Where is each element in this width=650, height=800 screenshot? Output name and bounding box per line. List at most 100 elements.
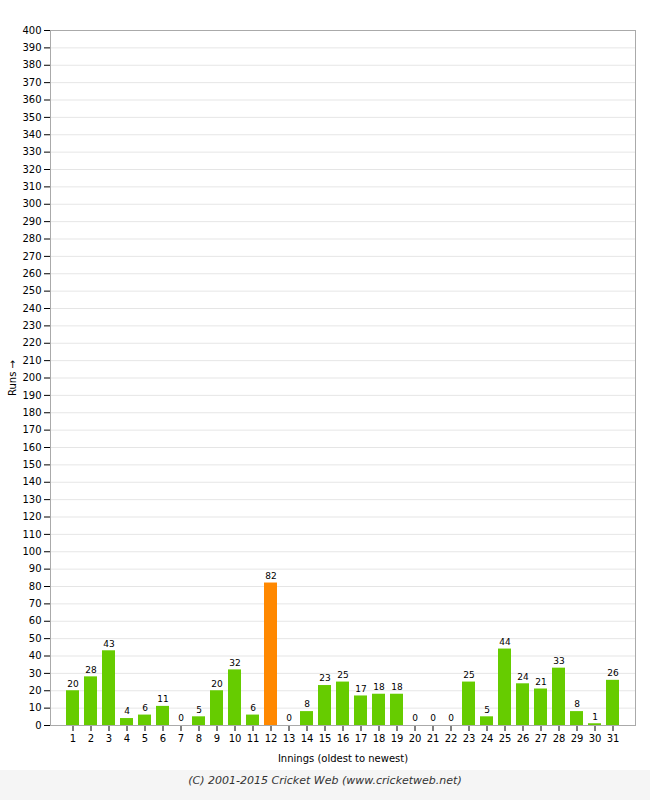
svg-text:140: 140	[22, 476, 41, 487]
svg-text:0: 0	[178, 713, 184, 723]
svg-text:5: 5	[196, 705, 202, 715]
svg-text:33: 33	[553, 656, 564, 666]
svg-text:24: 24	[517, 672, 529, 682]
svg-text:40: 40	[29, 650, 42, 661]
svg-text:20: 20	[409, 733, 422, 744]
svg-text:8: 8	[196, 733, 202, 744]
svg-text:12: 12	[265, 733, 278, 744]
svg-text:9: 9	[214, 733, 220, 744]
svg-text:280: 280	[22, 233, 41, 244]
svg-text:19: 19	[391, 733, 404, 744]
svg-text:260: 260	[22, 268, 41, 279]
svg-text:32: 32	[229, 658, 240, 668]
svg-text:28: 28	[85, 665, 97, 675]
svg-text:6: 6	[250, 703, 256, 713]
svg-text:17: 17	[355, 733, 368, 744]
svg-text:340: 340	[22, 129, 41, 140]
svg-text:20: 20	[211, 679, 223, 689]
svg-text:6: 6	[160, 733, 166, 744]
svg-text:240: 240	[22, 303, 41, 314]
svg-text:190: 190	[22, 390, 41, 401]
svg-text:320: 320	[22, 164, 41, 175]
svg-text:180: 180	[22, 407, 41, 418]
svg-text:200: 200	[22, 372, 41, 383]
svg-text:220: 220	[22, 337, 41, 348]
svg-text:0: 0	[412, 713, 418, 723]
svg-text:0: 0	[286, 713, 292, 723]
svg-text:1: 1	[592, 712, 598, 722]
svg-text:11: 11	[157, 694, 168, 704]
svg-text:380: 380	[22, 59, 41, 70]
svg-text:0: 0	[430, 713, 436, 723]
svg-text:290: 290	[22, 216, 41, 227]
svg-text:160: 160	[22, 442, 41, 453]
svg-text:1: 1	[70, 733, 76, 744]
svg-text:17: 17	[355, 684, 366, 694]
svg-text:0: 0	[35, 720, 41, 731]
svg-text:15: 15	[319, 733, 332, 744]
svg-text:370: 370	[22, 77, 41, 88]
svg-text:5: 5	[484, 705, 490, 715]
svg-text:360: 360	[22, 94, 41, 105]
svg-text:70: 70	[29, 598, 42, 609]
svg-text:43: 43	[103, 639, 114, 649]
svg-text:250: 250	[22, 285, 41, 296]
svg-text:80: 80	[29, 581, 42, 592]
svg-text:13: 13	[283, 733, 296, 744]
svg-text:90: 90	[29, 563, 42, 574]
svg-text:26: 26	[517, 733, 530, 744]
svg-text:Innings (oldest to newest): Innings (oldest to newest)	[278, 753, 408, 764]
svg-text:10: 10	[229, 733, 242, 744]
svg-text:230: 230	[22, 320, 41, 331]
svg-text:27: 27	[535, 733, 548, 744]
svg-text:25: 25	[463, 670, 474, 680]
svg-text:11: 11	[247, 733, 260, 744]
svg-text:120: 120	[22, 511, 41, 522]
svg-text:14: 14	[301, 733, 314, 744]
svg-text:8: 8	[304, 699, 310, 709]
svg-text:4: 4	[124, 706, 130, 716]
svg-text:150: 150	[22, 459, 41, 470]
svg-text:18: 18	[373, 733, 386, 744]
svg-text:330: 330	[22, 146, 41, 157]
svg-text:25: 25	[337, 670, 348, 680]
svg-text:23: 23	[319, 673, 330, 683]
svg-text:2: 2	[88, 733, 94, 744]
svg-text:21: 21	[535, 677, 546, 687]
svg-text:44: 44	[499, 637, 511, 647]
svg-text:16: 16	[337, 733, 350, 744]
svg-text:110: 110	[22, 529, 41, 540]
svg-text:30: 30	[589, 733, 602, 744]
svg-text:24: 24	[481, 733, 494, 744]
svg-text:20: 20	[29, 685, 42, 696]
svg-text:0: 0	[448, 713, 454, 723]
svg-text:30: 30	[29, 668, 42, 679]
svg-text:130: 130	[22, 494, 41, 505]
svg-text:18: 18	[373, 682, 385, 692]
svg-text:210: 210	[22, 355, 41, 366]
svg-text:25: 25	[499, 733, 512, 744]
svg-text:50: 50	[29, 633, 42, 644]
svg-text:350: 350	[22, 112, 41, 123]
svg-text:7: 7	[178, 733, 184, 744]
svg-text:310: 310	[22, 181, 41, 192]
svg-text:23: 23	[463, 733, 476, 744]
svg-text:270: 270	[22, 251, 41, 262]
svg-text:31: 31	[607, 733, 620, 744]
svg-text:390: 390	[22, 42, 41, 53]
svg-text:21: 21	[427, 733, 440, 744]
svg-text:22: 22	[445, 733, 458, 744]
svg-text:20: 20	[67, 679, 79, 689]
svg-text:400: 400	[22, 25, 41, 36]
svg-text:100: 100	[22, 546, 41, 557]
svg-text:8: 8	[574, 699, 580, 709]
svg-text:29: 29	[571, 733, 584, 744]
svg-text:10: 10	[29, 702, 42, 713]
svg-text:3: 3	[106, 733, 112, 744]
svg-text:18: 18	[391, 682, 403, 692]
svg-text:4: 4	[124, 733, 130, 744]
svg-text:300: 300	[22, 198, 41, 209]
svg-text:6: 6	[142, 703, 148, 713]
svg-text:60: 60	[29, 615, 42, 626]
svg-text:Runs →: Runs →	[7, 360, 18, 396]
